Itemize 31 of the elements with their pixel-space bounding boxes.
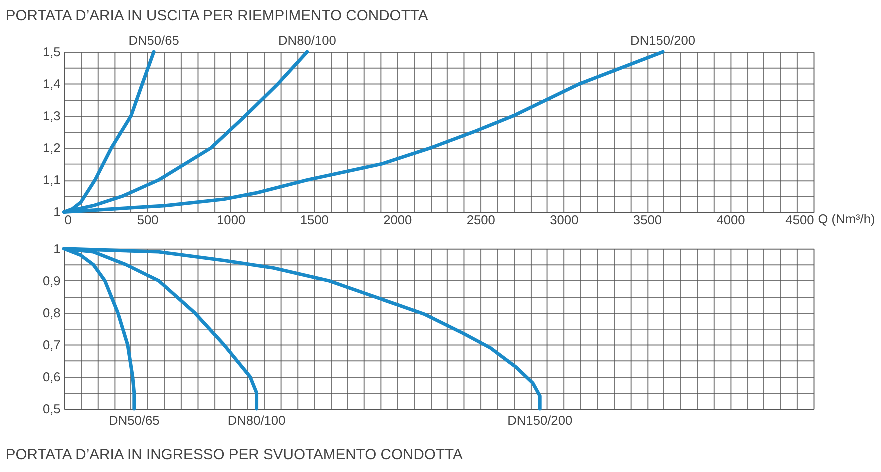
- x-tick-label: 1500: [300, 212, 329, 228]
- x-tick-label: 4000: [716, 212, 746, 228]
- text: PORTATA D’ARIA IN INGRESSO PER SVUOTAMENTO CONDOTTA: [6, 447, 463, 464]
- y-tick-label: 1: [54, 204, 61, 220]
- x-tick-label: 0: [64, 212, 72, 228]
- chart-title: PORTATA D’ARIA IN USCITA PER RIEMPIMENTO CONDOTTA: [6, 8, 428, 24]
- x-tick-label: 2500: [466, 212, 496, 228]
- y-tick-label: 0,6: [42, 369, 61, 384]
- x-tick-label: 3500: [633, 212, 662, 228]
- y-tick-label: 1,1: [42, 172, 61, 188]
- y-tick-label: 0,8: [42, 305, 61, 320]
- x-tick-label: 4500: [786, 212, 814, 228]
- x-tick-label: 2000: [384, 212, 412, 228]
- x-tick-label: 1000: [217, 212, 246, 228]
- y-tick-label: 1,2: [42, 140, 61, 156]
- y-tick-label: 1,5: [42, 44, 61, 60]
- y-tick-label: 0,5: [42, 401, 61, 416]
- series-label: DN150/200: [630, 33, 696, 48]
- series-label: DN80/100: [228, 412, 286, 428]
- y-tick-label: 1,3: [42, 108, 61, 124]
- series-label: DN50/65: [109, 412, 160, 428]
- y-tick-label: 1,4: [42, 76, 61, 92]
- y-tick-label: 1: [54, 241, 61, 256]
- series-label: DN50/65: [128, 33, 180, 48]
- y-tick-label: 0,7: [42, 337, 61, 352]
- series-label: DN150/200: [508, 412, 573, 428]
- y-tick-label: 0,9: [42, 273, 61, 288]
- series-label: DN80/100: [278, 33, 336, 48]
- x-tick-label: 500: [137, 212, 159, 228]
- x-tick-label: 3000: [550, 212, 579, 228]
- x-axis-title: Q (Nm³/h): [818, 212, 876, 227]
